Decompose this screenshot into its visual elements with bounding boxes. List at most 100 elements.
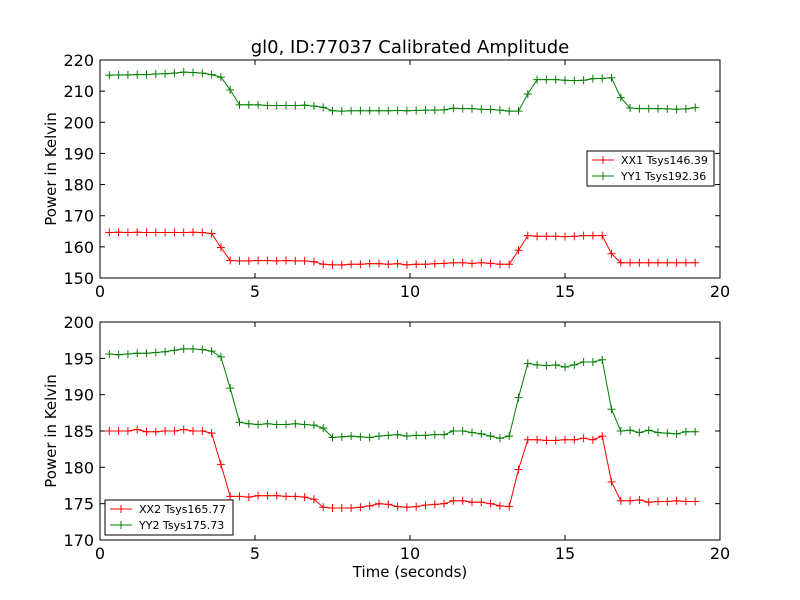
top-data-point: [551, 232, 560, 241]
bottom-data-point: [133, 425, 142, 434]
top-chart-panel: 0 5 10 15 20 150 160 170 180 190 200 210 220 Power in…: [42, 51, 730, 301]
bottom-data-point: [161, 427, 170, 435]
bottom-data-point: [337, 432, 346, 441]
top-data-point: [282, 256, 290, 265]
bottom-data-point: [681, 497, 690, 506]
bottom-data-point: [635, 496, 644, 505]
bottom-data-point: [607, 405, 616, 414]
top-data-point: [179, 68, 188, 77]
top-data-point: [430, 106, 439, 115]
bottom-data-point: [458, 496, 467, 505]
top-data-point: [309, 257, 318, 266]
bottom-data-point: [486, 499, 495, 508]
bottom-data-point: [542, 361, 551, 370]
bottom-data-point: [523, 435, 532, 444]
bottom-y-tick-label: 200: [63, 313, 94, 332]
top-data-point: [421, 106, 430, 115]
bottom-data-point: [691, 427, 700, 436]
bottom-data-point: [207, 347, 216, 356]
top-data-point: [123, 228, 132, 237]
figure-title: gl0, ID:77037 Calibrated Amplitude: [251, 37, 570, 58]
bottom-data-point: [375, 499, 383, 508]
bottom-series-line-1: [109, 348, 696, 439]
bottom-data-point: [514, 465, 523, 474]
bottom-data-point: [505, 502, 514, 511]
top-data-point: [626, 103, 635, 112]
bottom-data-point: [626, 496, 635, 505]
top-data-point: [189, 68, 197, 77]
bottom-data-point: [561, 435, 569, 444]
bottom-data-point: [486, 432, 495, 441]
bottom-data-point: [226, 384, 235, 393]
bottom-data-point: [105, 427, 114, 435]
top-data-point: [533, 232, 542, 241]
top-data-point: [542, 232, 551, 241]
top-data-point: [216, 73, 225, 82]
bottom-data-point: [179, 425, 188, 434]
top-data-point: [495, 260, 504, 269]
bottom-data-point: [244, 419, 253, 428]
top-legend: XX1 Tsys146.39 YY1 Tsys192.36: [586, 150, 715, 187]
bottom-data-point: [598, 432, 607, 441]
top-data-point: [421, 260, 430, 269]
bottom-data-point: [616, 496, 625, 505]
top-data-point: [598, 231, 607, 240]
bottom-data-point: [393, 430, 402, 439]
top-data-point: [607, 249, 616, 258]
bottom-data-point: [691, 497, 700, 506]
bottom-data-point: [365, 501, 374, 510]
top-data-point: [105, 228, 114, 237]
top-data-point: [505, 260, 514, 269]
bottom-data-point: [430, 500, 439, 509]
top-data-point: [588, 231, 597, 240]
top-data-point: [347, 106, 356, 115]
bottom-data-point: [533, 435, 542, 444]
top-x-tick-label: 5: [250, 282, 260, 301]
bottom-data-point: [449, 496, 458, 505]
bottom-data-point: [328, 504, 337, 513]
top-data-point: [384, 260, 393, 269]
bottom-x-tick-label: 10: [400, 544, 420, 563]
bottom-data-point: [402, 432, 411, 441]
bottom-data-point: [347, 432, 356, 441]
top-data-point: [328, 260, 337, 269]
bottom-legend-marker-0: [117, 505, 125, 513]
top-y-tick-label: 180: [63, 176, 94, 195]
top-data-point: [477, 105, 486, 114]
top-data-point: [133, 228, 142, 237]
bottom-y-tick-label: 195: [63, 349, 94, 368]
top-data-point: [477, 258, 486, 267]
bottom-x-tick-label: 20: [710, 544, 730, 563]
bottom-data-point: [207, 429, 216, 438]
bottom-data-point: [263, 419, 272, 428]
top-y-tick-label: 190: [63, 144, 94, 163]
top-data-point: [402, 260, 411, 269]
top-data-point: [691, 258, 700, 267]
top-data-point: [254, 100, 263, 109]
top-data-point: [681, 104, 690, 113]
bottom-series-0: [105, 425, 700, 513]
top-data-point: [672, 105, 681, 114]
bottom-data-point: [291, 419, 300, 428]
bottom-data-point: [133, 349, 142, 358]
bottom-data-point: [607, 477, 616, 486]
bottom-data-point: [402, 503, 411, 512]
bottom-data-point: [430, 430, 439, 439]
bottom-data-point: [365, 433, 374, 442]
top-data-point: [189, 228, 197, 237]
top-data-point: [142, 70, 151, 79]
top-data-point: [365, 106, 374, 115]
top-data-point: [514, 107, 523, 116]
top-data-point: [486, 259, 495, 268]
top-legend-label-1: YY1 Tsys192.36: [620, 170, 706, 183]
bottom-data-point: [626, 426, 635, 435]
bottom-series-line-0: [109, 428, 696, 509]
top-series-line-0: [109, 231, 696, 266]
top-data-point: [440, 259, 449, 268]
bottom-data-point: [393, 502, 402, 511]
bottom-data-point: [263, 491, 272, 500]
bottom-data-point: [616, 427, 625, 435]
bottom-legend-label-0: XX2 Tsys165.77: [139, 503, 226, 516]
bottom-data-point: [244, 493, 253, 502]
top-data-point: [523, 231, 532, 240]
